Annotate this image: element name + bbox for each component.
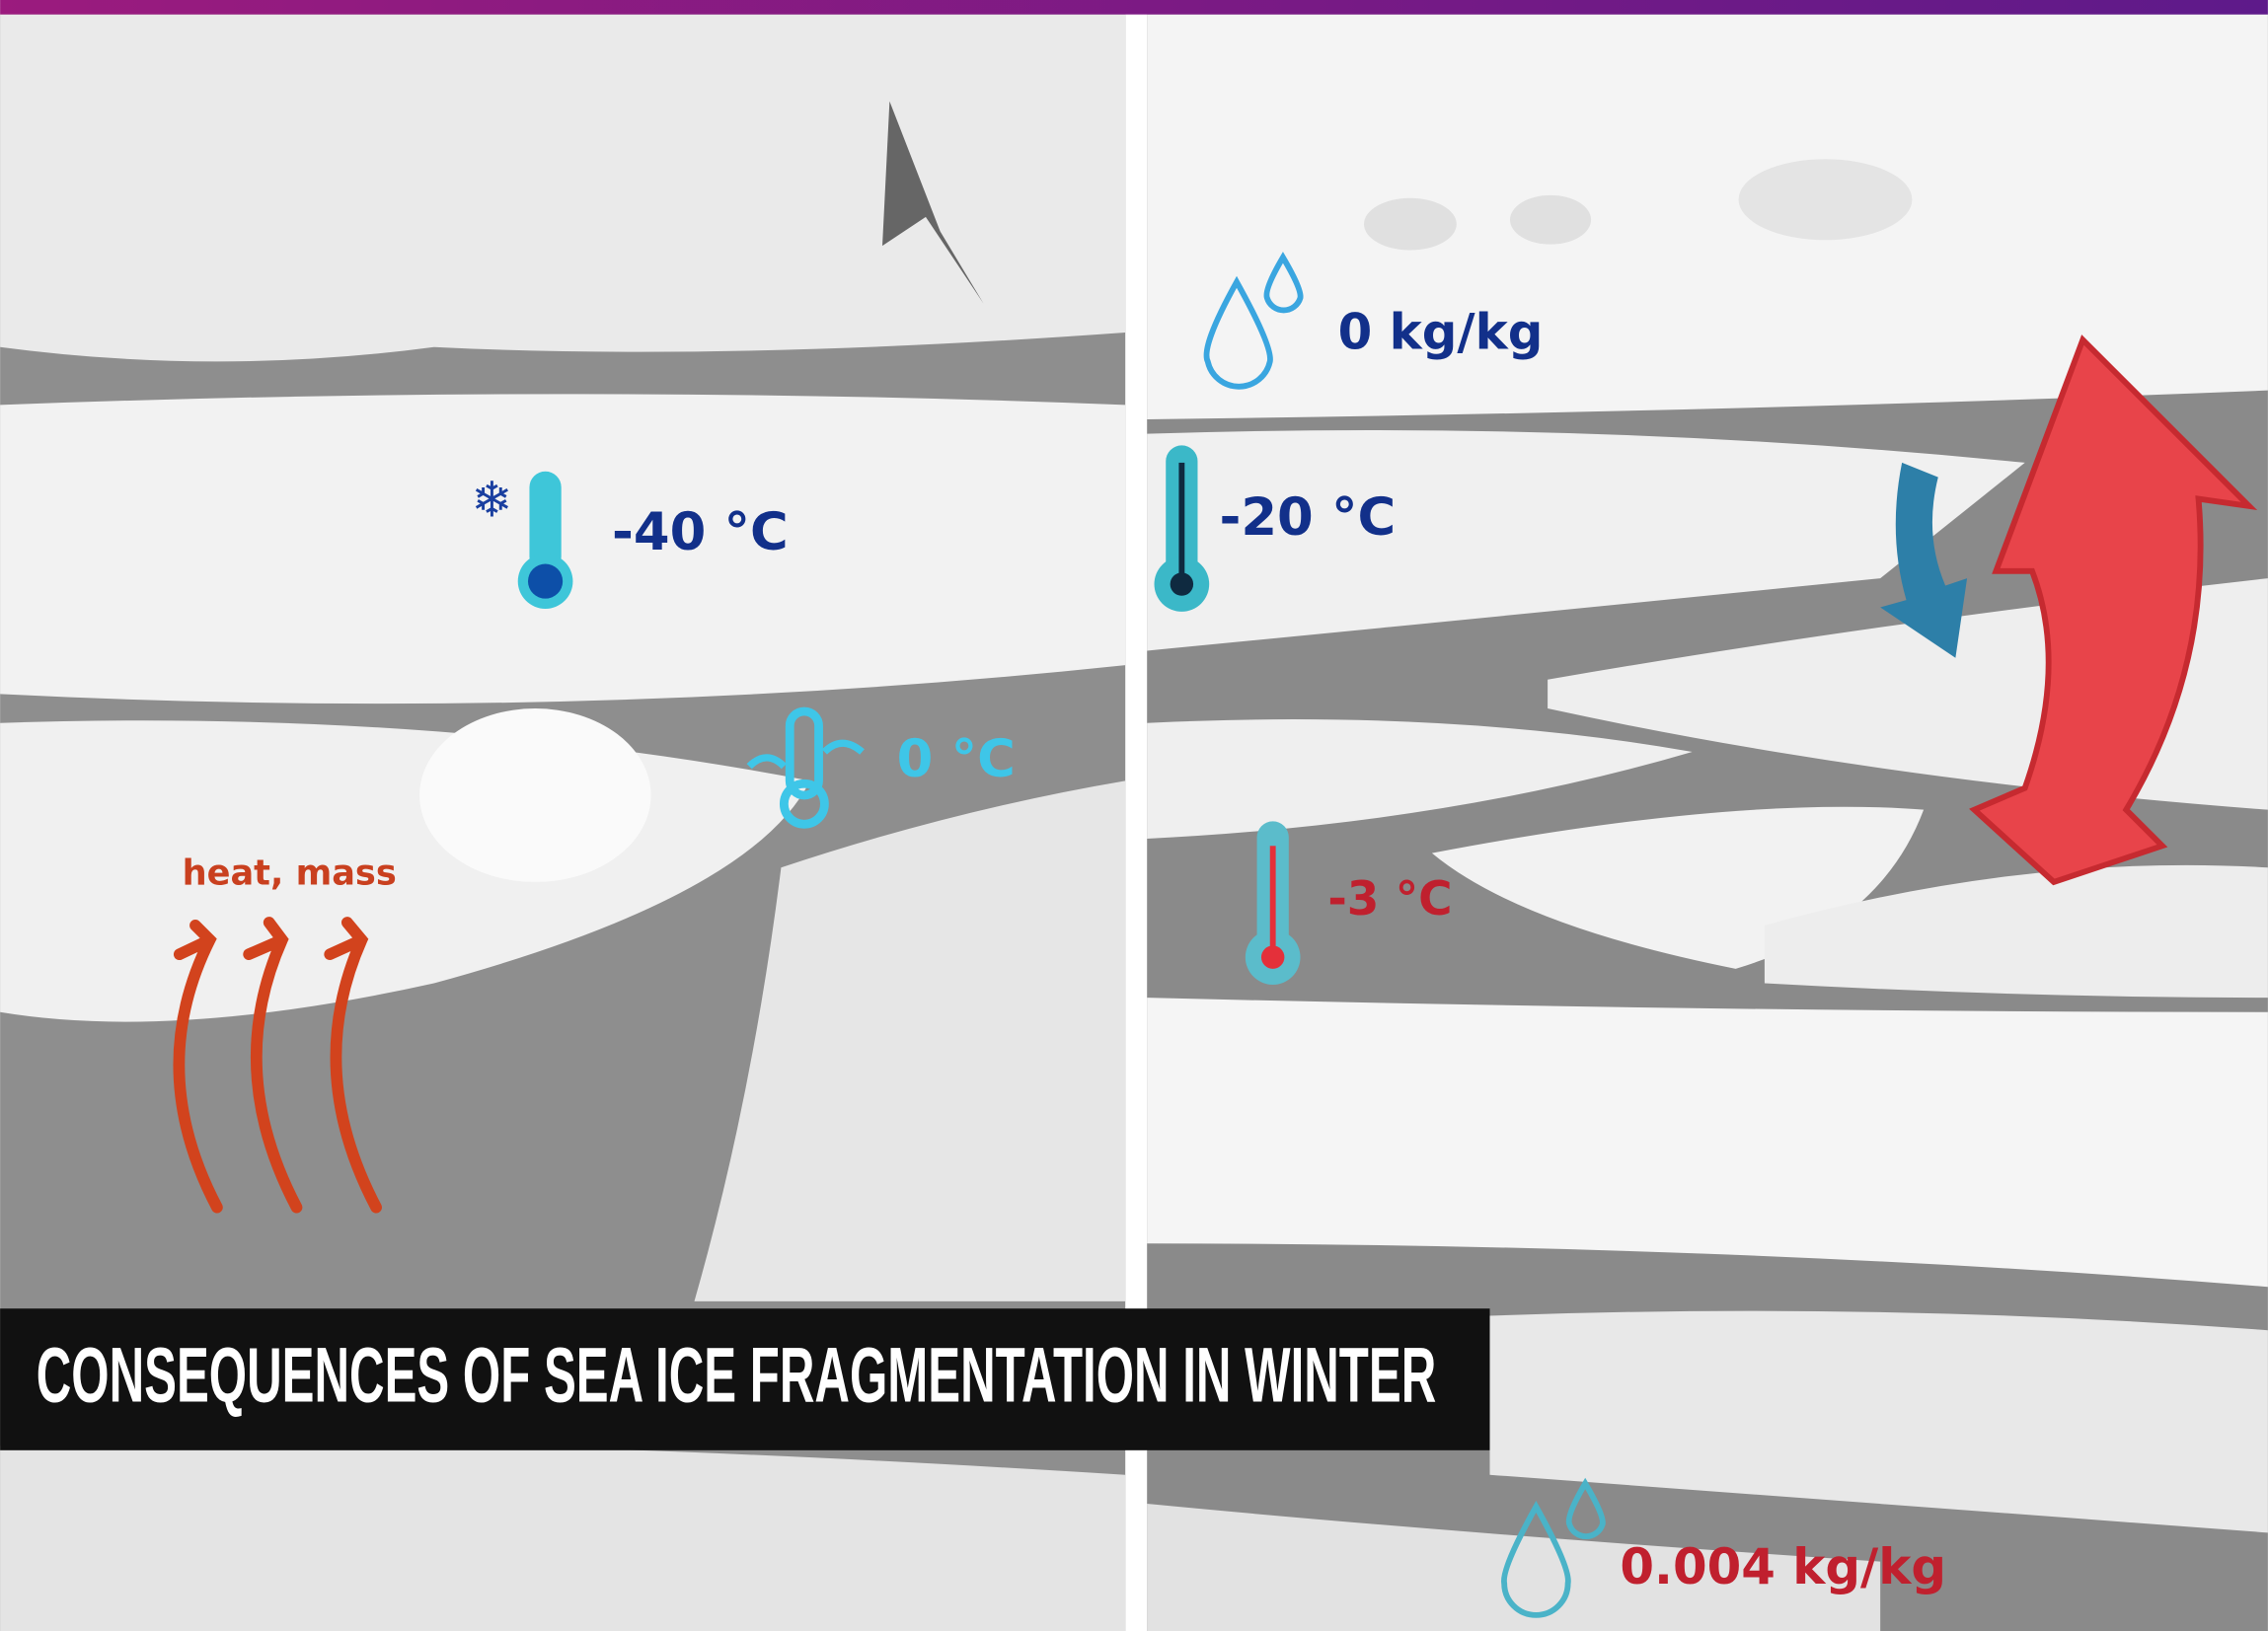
humidity-top: 0 kg/kg [1338, 303, 1544, 360]
body: ❄ -40 °C 0 °C heat, mass 0 kg/kg -20 °C … [0, 0, 2268, 1631]
air-temperature: -20 °C [1219, 487, 1396, 548]
page: Sea ice fragmentation {"title": "CONSEQU… [0, 0, 2268, 1631]
icon-part: ❄ [471, 471, 512, 528]
water-temperature: 0 °C [897, 729, 1016, 789]
surface-temperature: -3 °C [1327, 872, 1452, 927]
air-temperature: -40 °C [612, 502, 789, 562]
ice-floe [0, 1443, 1125, 1631]
polar-bear [1739, 159, 1913, 240]
polar-bear [419, 708, 650, 882]
humidity-bottom: 0.004 kg/kg [1620, 1538, 1946, 1595]
icon-part [528, 564, 563, 599]
polar-bear [1364, 198, 1457, 251]
ice-floe [0, 15, 1125, 362]
icon-part [1270, 846, 1276, 954]
polar-bear [1510, 195, 1591, 245]
ice-floe [1147, 998, 2268, 1287]
ice-floe [0, 394, 1125, 704]
icon-part [1178, 463, 1184, 578]
scene: ❄ -40 °C 0 °C heat, mass 0 kg/kg -20 °C … [0, 0, 2268, 1631]
top-bar [0, 0, 2268, 15]
title: CONSEQUENCES OF SEA ICE FRAGMENTATION IN… [37, 1330, 1437, 1418]
flux-label: heat, mass [183, 853, 397, 894]
